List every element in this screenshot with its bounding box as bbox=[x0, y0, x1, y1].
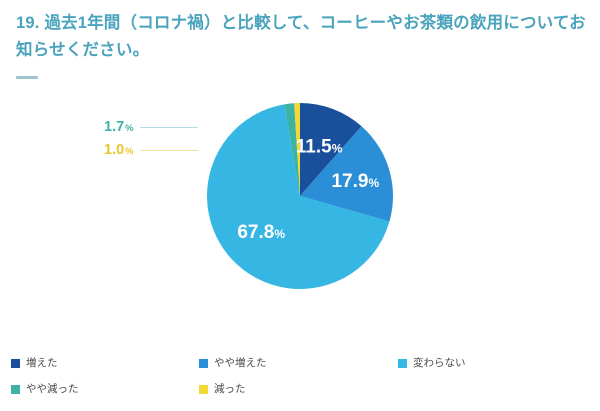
legend-item-increased[interactable]: 増えた bbox=[11, 358, 58, 369]
legend-item-label: 増えた bbox=[26, 357, 58, 369]
legend-item-label: やや増えた bbox=[214, 357, 267, 369]
pie-callout-slightly-decreased: 1.7% bbox=[104, 120, 198, 135]
pie-label-increased: 11.5% bbox=[296, 137, 343, 158]
legend-swatch-icon bbox=[398, 358, 407, 368]
pie-slice-slightly-increased[interactable] bbox=[300, 126, 393, 222]
legend-item-label: やや減った bbox=[26, 383, 79, 395]
pie-chart: 11.5% 17.9% 67.8% bbox=[206, 102, 393, 290]
pie-slice-decreased[interactable] bbox=[294, 102, 300, 196]
legend-item-decreased[interactable]: 減った bbox=[199, 384, 246, 395]
pie-slice-slightly-decreased[interactable] bbox=[284, 103, 300, 196]
legend-item-slightly-decreased[interactable]: やや減った bbox=[11, 384, 79, 395]
pie-chart-svg: 11.5% 17.9% 67.8% bbox=[206, 102, 393, 290]
pie-label-unchanged: 67.8% bbox=[237, 222, 285, 243]
pie-slice-increased[interactable] bbox=[300, 103, 362, 196]
page-title: 19. 過去1年間（コロナ禍）と比較して、コーヒーやお茶類の飲用についてお知らせ… bbox=[16, 14, 586, 59]
legend-item-unchanged[interactable]: 変わらない bbox=[398, 358, 466, 369]
pie-slice-unchanged[interactable] bbox=[206, 104, 390, 290]
pie-callout-leader-line bbox=[139, 149, 198, 151]
legend-item-label: 減った bbox=[214, 383, 246, 395]
pie-callout-leader-line bbox=[139, 126, 198, 128]
pie-slices bbox=[206, 102, 393, 290]
legend-swatch-icon bbox=[199, 384, 208, 394]
legend-item-slightly-increased[interactable]: やや増えた bbox=[199, 358, 267, 369]
title-underline-rule bbox=[16, 76, 38, 79]
pie-callout-value: 1.0% bbox=[104, 142, 134, 158]
pie-chart-area: 11.5% 17.9% 67.8% 1.7% 1.0% bbox=[0, 90, 600, 340]
legend-swatch-icon bbox=[11, 384, 20, 394]
legend-swatch-icon bbox=[199, 358, 208, 368]
pie-callout-value: 1.7% bbox=[104, 119, 134, 135]
legend-swatch-icon bbox=[11, 358, 20, 368]
legend-item-label: 変わらない bbox=[413, 357, 466, 369]
pie-callout-decreased: 1.0% bbox=[104, 143, 198, 158]
chart-legend: 増えた やや増えた 変わらない やや減った 減った bbox=[0, 352, 600, 410]
pie-label-slightly-increased: 17.9% bbox=[331, 171, 379, 192]
